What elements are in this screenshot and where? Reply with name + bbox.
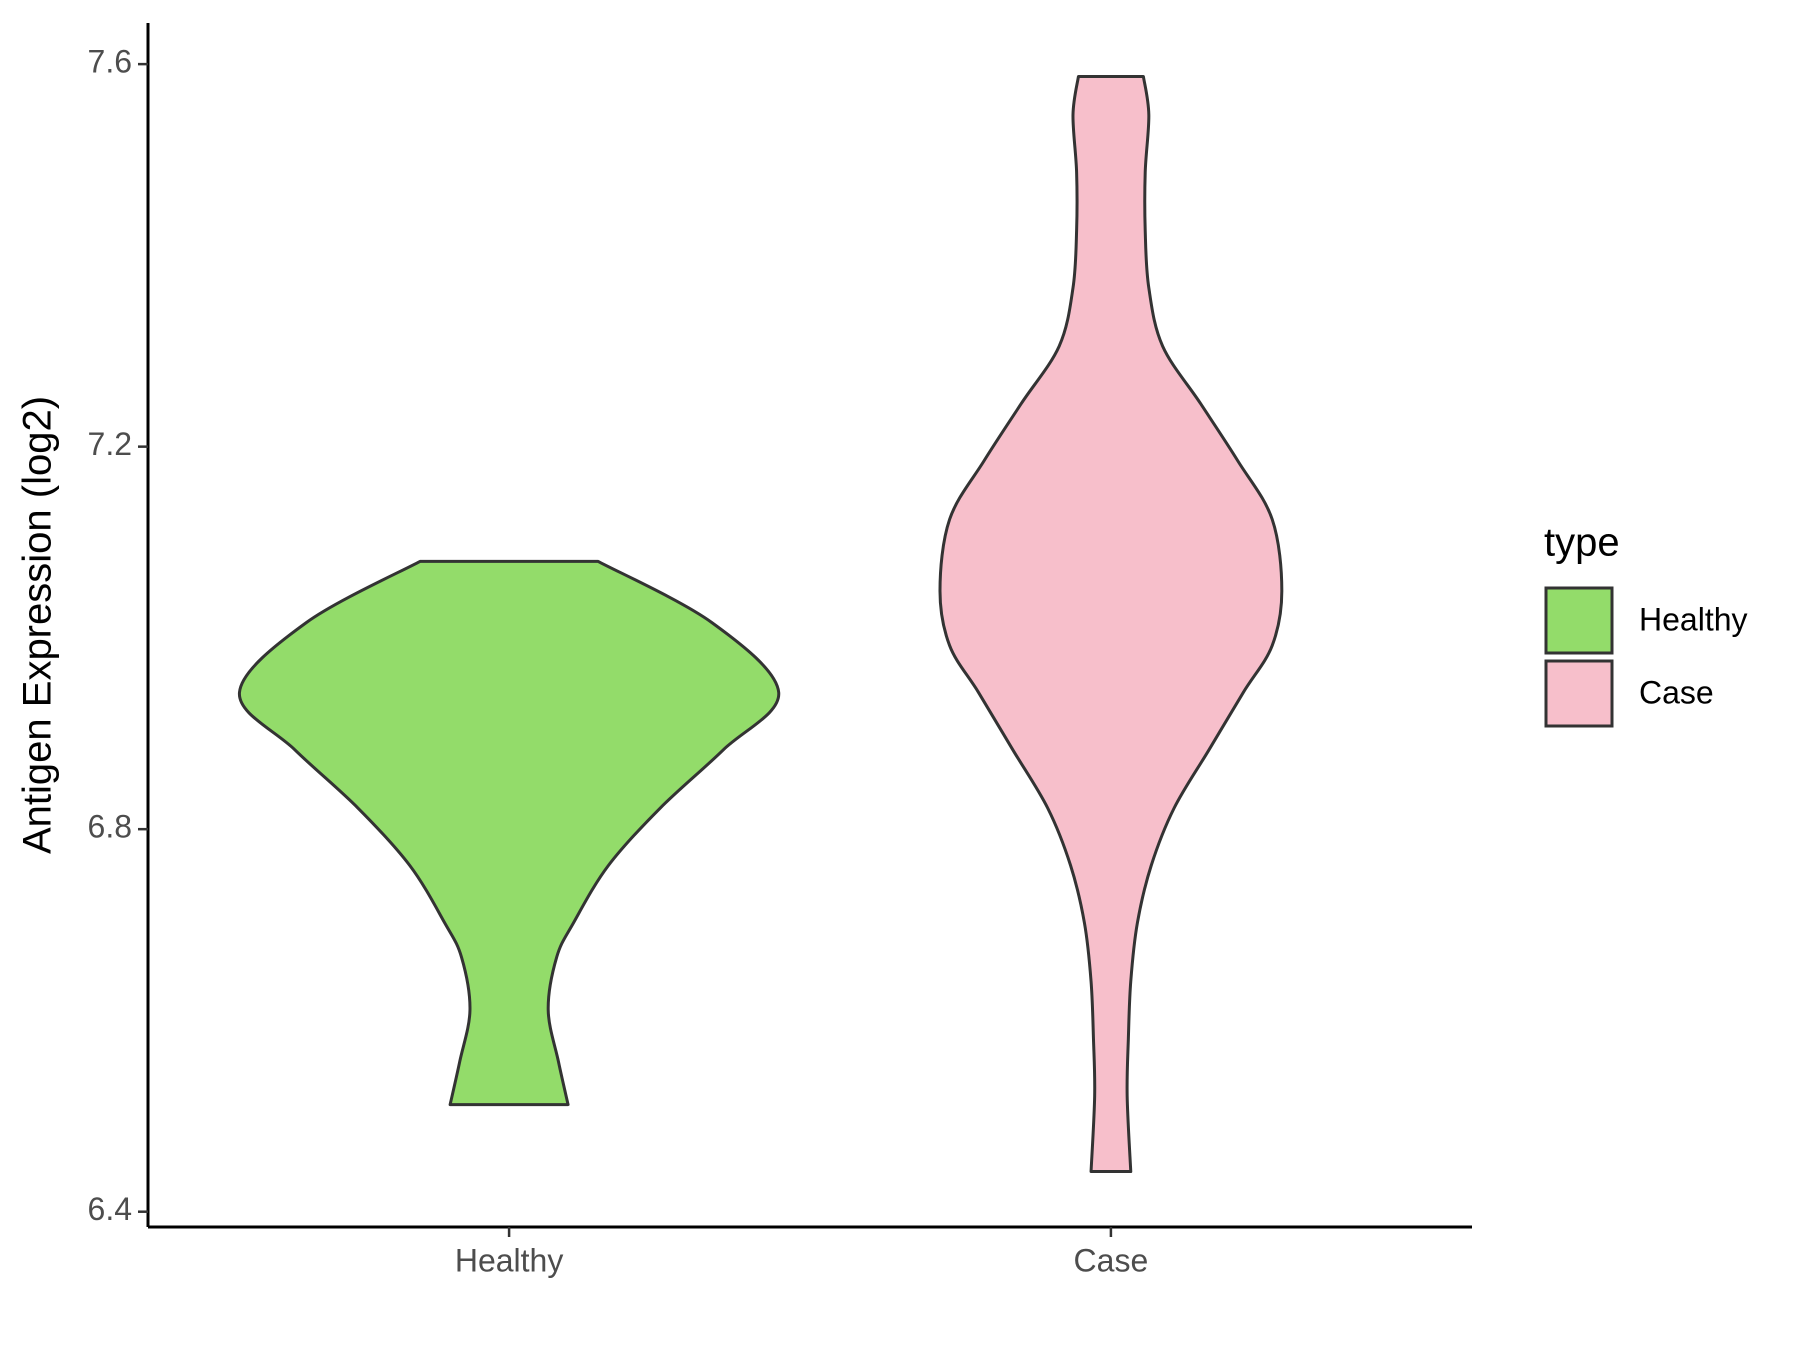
y-tick-label: 7.6 <box>88 44 132 80</box>
legend-key <box>1544 659 1614 728</box>
violin <box>237 559 781 1107</box>
y-tick-label: 7.2 <box>88 426 132 462</box>
legend-title: type <box>1544 521 1620 565</box>
legend-key <box>1544 586 1614 655</box>
legend-label: Healthy <box>1639 601 1748 637</box>
legend-label: Case <box>1639 674 1714 710</box>
y-axis-title: Antigen Expression (log2) <box>16 396 60 854</box>
y-tick-label: 6.4 <box>88 1191 132 1227</box>
y-tick-label: 6.8 <box>88 809 132 845</box>
x-tick-label: Case <box>1074 1242 1149 1278</box>
x-tick-label: Healthy <box>455 1242 564 1278</box>
violin <box>938 75 1284 1174</box>
